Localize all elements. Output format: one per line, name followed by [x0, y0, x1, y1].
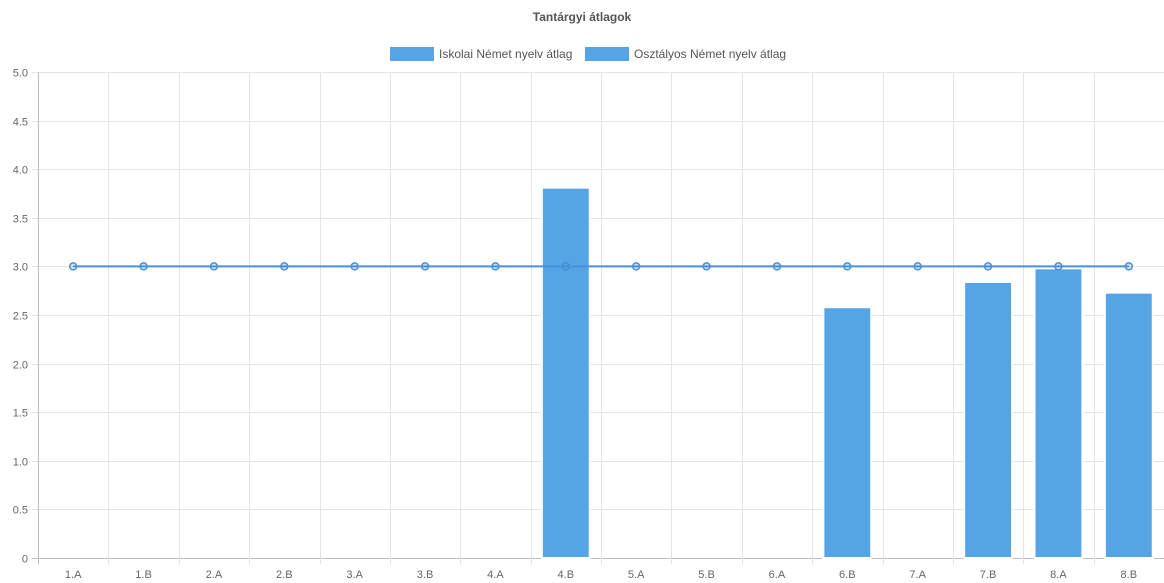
legend-label-school: Iskolai Német nyelv átlag — [439, 47, 572, 61]
line-point[interactable] — [491, 262, 500, 271]
y-tick-label: 1.0 — [13, 457, 28, 469]
y-axis: 0 0.5 1.0 1.5 2.0 2.5 3.0 3.5 4.0 4.5 5.0 — [13, 68, 28, 566]
x-tick-label: 2.B — [276, 569, 293, 581]
x-tick-label: 1.B — [135, 569, 152, 581]
bar[interactable] — [1103, 291, 1154, 559]
bar[interactable] — [963, 280, 1013, 559]
x-tick-label: 6.B — [839, 569, 856, 581]
line-point[interactable] — [420, 262, 430, 271]
x-tick-label: 3.B — [417, 569, 434, 581]
line-point[interactable] — [772, 262, 782, 271]
y-tick-label: 1.5 — [13, 408, 28, 420]
line-series — [68, 262, 1134, 271]
x-tick-label: 8.B — [1121, 569, 1138, 581]
line-point[interactable] — [561, 262, 571, 271]
y-tick-label: 4.5 — [13, 117, 28, 129]
x-tick-label: 7.A — [909, 569, 926, 581]
y-tick-label: 2.5 — [13, 311, 28, 323]
line-point[interactable] — [139, 262, 148, 271]
x-tick-label: 4.B — [558, 569, 575, 581]
bar[interactable] — [1033, 267, 1084, 559]
legend-swatch-class — [585, 47, 629, 61]
y-tick-label: 3.5 — [13, 214, 28, 226]
legend-swatch-school — [390, 47, 434, 61]
x-tick-label: 6.A — [769, 569, 786, 581]
line-point[interactable] — [983, 262, 993, 271]
y-tick-label: 0.5 — [13, 505, 28, 517]
legend-item-school[interactable]: Iskolai Német nyelv átlag — [390, 47, 572, 61]
y-tick-label: 2.0 — [13, 360, 28, 372]
x-tick-label: 8.A — [1050, 569, 1067, 581]
line-point[interactable] — [843, 262, 852, 271]
x-tick-label: 5.A — [628, 569, 645, 581]
x-tick-label: 3.A — [346, 569, 363, 581]
x-axis: 1.A 1.B 2.A 2.B 3.A 3.B 4.A 4.B 5.A 5.B 6.A 6.B 7.A 7… — [65, 569, 1137, 581]
line-point[interactable] — [1054, 262, 1063, 271]
chart-title: Tantárgyi átlagok — [533, 10, 632, 24]
legend: Iskolai Német nyelv átlag Osztályos Néme… — [390, 47, 786, 61]
line-point[interactable] — [631, 262, 641, 271]
line-point[interactable] — [702, 262, 711, 271]
x-tick-label: 2.A — [206, 569, 223, 581]
line-point[interactable] — [209, 262, 219, 271]
grid — [32, 72, 1164, 564]
line-point[interactable] — [68, 262, 78, 271]
x-tick-label: 5.B — [698, 569, 715, 581]
line-point[interactable] — [350, 262, 359, 271]
y-tick-label: 4.0 — [13, 165, 28, 177]
x-tick-label: 4.A — [487, 569, 504, 581]
x-tick-label: 1.A — [65, 569, 82, 581]
y-tick-label: 0 — [22, 554, 28, 566]
line-point[interactable] — [1124, 262, 1134, 271]
y-tick-label: 3.0 — [13, 262, 28, 274]
line-point[interactable] — [280, 262, 289, 271]
bar[interactable] — [540, 186, 591, 559]
legend-label-class: Osztályos Német nyelv átlag — [634, 47, 786, 61]
x-tick-label: 7.B — [980, 569, 997, 581]
bar[interactable] — [822, 306, 873, 559]
legend-item-class[interactable]: Osztályos Német nyelv átlag — [585, 47, 786, 61]
bar-series — [540, 186, 1154, 559]
y-tick-label: 5.0 — [13, 68, 28, 80]
line-point[interactable] — [913, 262, 922, 271]
